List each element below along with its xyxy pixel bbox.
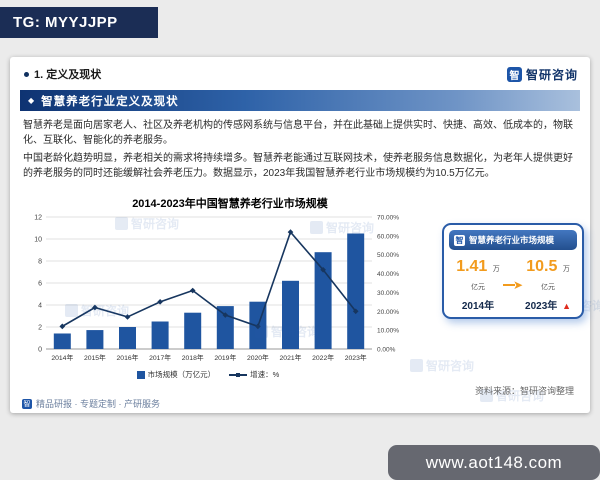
x-axis-label: 2014年 bbox=[51, 353, 73, 362]
x-axis-label: 2019年 bbox=[214, 353, 236, 362]
stat-2023-unit: 万亿元 bbox=[541, 266, 570, 291]
line-marker bbox=[222, 312, 229, 318]
bar-2021年 bbox=[282, 280, 299, 349]
footer-services-text: 精品研报 · 专题定制 · 产研服务 bbox=[36, 399, 160, 409]
right-axis-label: 70.00% bbox=[377, 215, 399, 222]
banner-title: 智慧养老行业定义及现状 bbox=[41, 95, 179, 108]
right-axis-label: 20.00% bbox=[377, 309, 399, 316]
market-size-chart: 0 2 4 6 8 10 12 0.00% 10.00% 20.00% 30.00% 40.00% 50… bbox=[34, 215, 399, 363]
right-axis-label: 40.00% bbox=[377, 271, 399, 278]
highlight-panel: 智 智慧养老行业市场规模 1.41 万亿元 2014年 ➤ 10.5 bbox=[442, 223, 584, 319]
x-axis-label: 2021年 bbox=[280, 353, 302, 362]
chart-title: 2014-2023年中国智慧养老行业市场规模 bbox=[132, 198, 328, 210]
source-note: 资料来源：智研咨询整理 bbox=[474, 386, 574, 396]
x-axis-label: 2015年 bbox=[84, 353, 106, 362]
tg-watermark-banner: TG: MYYJJPP bbox=[0, 7, 158, 38]
stat-2023: 10.5 万亿元 2023年 ▲ bbox=[523, 258, 573, 312]
section-label: 1. 定义及现状 bbox=[34, 69, 102, 81]
bar-2016年 bbox=[119, 327, 136, 349]
line-marker bbox=[157, 299, 163, 305]
stat-2014-year: 2014年 bbox=[461, 301, 495, 312]
x-axis-label: 2018年 bbox=[182, 353, 204, 362]
legend-bars-label: 市场规模（万亿元） bbox=[147, 370, 216, 379]
right-axis-label: 10.00% bbox=[377, 328, 399, 335]
stat-2023-year: 2023年 bbox=[525, 301, 558, 312]
left-axis-label: 12 bbox=[34, 215, 42, 222]
stat-2014: 1.41 万亿元 2014年 bbox=[453, 258, 503, 312]
line-marker bbox=[255, 323, 261, 330]
panel-title: 智慧养老行业市场规模 bbox=[469, 235, 555, 245]
zhiyan-logo: 智 智研咨询 bbox=[506, 66, 578, 83]
flow-arrow-icon: ➤ bbox=[503, 278, 523, 292]
x-axis-label: 2017年 bbox=[149, 353, 171, 362]
left-axis-label: 6 bbox=[38, 281, 42, 288]
x-axis-label: 2022年 bbox=[312, 353, 334, 362]
zhiyan-logo-text: 智研咨询 bbox=[525, 67, 578, 82]
bar-2014年 bbox=[53, 333, 71, 349]
footer-logo-icon: 智 bbox=[22, 398, 32, 409]
right-axis-label: 50.00% bbox=[377, 252, 399, 259]
stat-2014-value: 1.41 bbox=[456, 258, 488, 275]
x-axis-label: 2023年 bbox=[345, 353, 367, 362]
slide-header: 1. 定义及现状 智 智研咨询 bbox=[24, 64, 578, 84]
legend-item-bars: 市场规模（万亿元） bbox=[136, 369, 216, 380]
growth-line bbox=[61, 230, 357, 328]
section-title: 1. 定义及现状 bbox=[24, 66, 101, 82]
report-slide: 1. 定义及现状 智 智研咨询 ◆ 智慧养老行业定义及现状 智慧养老是面向居家老… bbox=[10, 57, 600, 413]
paragraph-status: 中国老龄化趋势明显，养老相关的需求将持续增多。智慧养老能通过互联网技术，使养老服… bbox=[23, 153, 573, 179]
line-marker bbox=[124, 314, 131, 320]
left-axis-label: 2 bbox=[38, 325, 42, 332]
bar-2022年 bbox=[314, 252, 332, 349]
legend-line-label: 增速：% bbox=[250, 370, 280, 379]
zhiyan-logo-icon: 智 bbox=[506, 66, 522, 82]
bar-swatch-icon bbox=[136, 370, 145, 379]
left-axis-label: 8 bbox=[38, 259, 42, 266]
x-axis-label: 2020年 bbox=[247, 353, 269, 362]
bar-2018年 bbox=[184, 312, 202, 349]
highlight-panel-body: 1.41 万亿元 2014年 ➤ 10.5 万亿元 2023年 ▲ bbox=[444, 253, 582, 312]
highlight-panel-header: 智 智慧养老行业市场规模 bbox=[449, 230, 577, 250]
bar-2015年 bbox=[86, 330, 104, 349]
x-axis-label: 2016年 bbox=[117, 353, 139, 362]
left-axis-label: 10 bbox=[34, 237, 42, 244]
legend-item-line: 增速：% bbox=[229, 369, 279, 380]
diamond-icon: ◆ bbox=[28, 95, 36, 105]
bar-2023年 bbox=[347, 233, 365, 349]
up-arrow-icon: ▲ bbox=[562, 301, 571, 311]
website-banner: www.aot148.com bbox=[388, 445, 600, 480]
section-banner: ◆ 智慧养老行业定义及现状 bbox=[20, 90, 580, 111]
paragraph-definition: 智慧养老是面向居家老人、社区及养老机构的传感网系统与信息平台，并在此基础上提供实… bbox=[23, 120, 573, 146]
stat-2023-value: 10.5 bbox=[526, 258, 558, 275]
section-bullet-icon bbox=[24, 71, 29, 77]
line-swatch-icon bbox=[229, 371, 248, 379]
right-axis-label: 0.00% bbox=[377, 347, 396, 354]
chart-area: 0 2 4 6 8 10 12 0.00% 10.00% 20.00% 30.00% 40.00% 50… bbox=[22, 209, 438, 380]
right-axis-label: 60.00% bbox=[377, 233, 399, 240]
panel-logo-icon: 智 bbox=[454, 234, 465, 246]
chart-legend: 市场规模（万亿元） 增速：% bbox=[22, 369, 438, 380]
stat-2014-unit: 万亿元 bbox=[470, 266, 500, 291]
line-marker bbox=[92, 304, 98, 311]
left-axis-label: 4 bbox=[38, 303, 42, 310]
left-axis-label: 0 bbox=[38, 347, 42, 354]
right-axis-label: 30.00% bbox=[377, 290, 399, 297]
bar-2017年 bbox=[151, 321, 169, 349]
slide-footer: 智 精品研报 · 专题定制 · 产研服务 bbox=[22, 397, 160, 410]
